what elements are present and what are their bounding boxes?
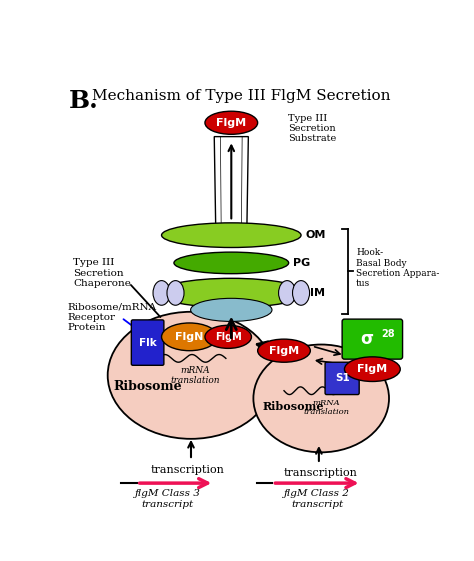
Text: Ribosome/mRNA
Receptor
Protein: Ribosome/mRNA Receptor Protein <box>67 302 156 332</box>
Ellipse shape <box>158 278 305 307</box>
Ellipse shape <box>205 111 258 134</box>
Text: Type III
Secretion
Substrate: Type III Secretion Substrate <box>288 113 336 143</box>
Ellipse shape <box>292 280 310 305</box>
Ellipse shape <box>162 323 218 351</box>
Text: Ribosome: Ribosome <box>113 380 182 393</box>
Text: mRNA
translation: mRNA translation <box>170 366 219 385</box>
Text: FlgM: FlgM <box>216 118 246 128</box>
Text: Flk: Flk <box>139 338 156 348</box>
Text: Ribosome: Ribosome <box>262 401 324 412</box>
Ellipse shape <box>191 298 272 321</box>
Text: FlgM: FlgM <box>357 364 387 374</box>
Text: ƒlgM Class 3
transcript: ƒlgM Class 3 transcript <box>135 489 201 509</box>
Ellipse shape <box>345 357 400 381</box>
Ellipse shape <box>153 280 170 305</box>
FancyBboxPatch shape <box>342 319 402 359</box>
Text: ƒlgM Class 2
transcript: ƒlgM Class 2 transcript <box>284 489 350 509</box>
Text: FlgN: FlgN <box>175 332 204 342</box>
Text: PG: PG <box>292 258 310 268</box>
Ellipse shape <box>254 344 389 452</box>
Text: mRNA
translation: mRNA translation <box>304 399 350 416</box>
Text: OM: OM <box>306 230 326 240</box>
Text: transcription: transcription <box>284 468 358 478</box>
Text: Type III
Secretion
Chaperone: Type III Secretion Chaperone <box>73 258 131 288</box>
Ellipse shape <box>174 252 289 274</box>
Text: Hook-
Basal Body
Secretion Appara-
tus: Hook- Basal Body Secretion Appara- tus <box>356 249 439 288</box>
Text: FlgM: FlgM <box>215 332 242 342</box>
Text: FlgM: FlgM <box>269 346 299 356</box>
FancyBboxPatch shape <box>131 320 164 365</box>
Text: S1: S1 <box>335 374 349 383</box>
Text: 28: 28 <box>381 329 394 339</box>
Text: transcription: transcription <box>151 465 225 475</box>
Text: σ: σ <box>360 330 373 348</box>
Text: Mechanism of Type III FlgM Secretion: Mechanism of Type III FlgM Secretion <box>92 89 390 103</box>
Ellipse shape <box>279 280 296 305</box>
Ellipse shape <box>205 325 251 348</box>
Ellipse shape <box>167 280 184 305</box>
Text: B.: B. <box>69 89 98 113</box>
Polygon shape <box>214 137 248 233</box>
Text: IM: IM <box>310 288 325 298</box>
Ellipse shape <box>258 339 310 362</box>
FancyBboxPatch shape <box>325 362 359 394</box>
Ellipse shape <box>108 312 274 439</box>
Ellipse shape <box>162 223 301 247</box>
